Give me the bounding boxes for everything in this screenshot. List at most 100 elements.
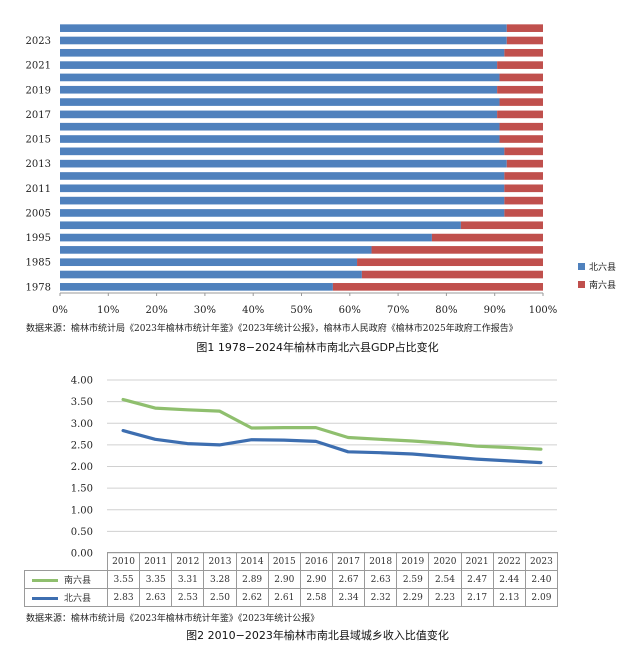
table-year-header: 2015 (267, 552, 301, 571)
bar-north-12 (60, 135, 500, 143)
table-value-cell: 2.29 (396, 588, 430, 607)
y-tick-label: 2017 (26, 110, 51, 121)
chart2-source: 数据来源：榆林市统计局《2023年榆林市统计年鉴》《2023年统计公报》 (26, 614, 320, 624)
y-tick-label: 1.00 (71, 505, 93, 516)
x-tick-label: 0% (52, 305, 68, 316)
x-tick-label: 70% (387, 305, 409, 316)
bar-north-6 (60, 209, 505, 217)
table-value-cell: 2.44 (492, 570, 526, 589)
bar-north-11 (60, 147, 505, 156)
bar-north-21 (60, 24, 507, 32)
table-year-header: 2022 (492, 552, 526, 571)
bar-north-2 (60, 258, 358, 267)
legend-north-swatch (578, 263, 585, 270)
bar-north-7 (60, 196, 505, 205)
y-tick-label: 2023 (26, 36, 51, 47)
y-tick-label: 1.50 (71, 484, 93, 495)
table-header-row: 2010 2011 2012 2013 2014 2015 2016 2017 2018 2019… (24, 552, 558, 571)
table-corner-cell (24, 552, 108, 571)
bar-north-9 (60, 172, 505, 180)
bar-south-8 (504, 184, 543, 193)
chart1-caption: 图1 1978−2024年榆林市南北六县GDP占比变化 (196, 341, 439, 354)
legend-north-cell: 北六县 (24, 588, 108, 607)
gdp-share-bar-chart: 1978 1985 1995 2005 2011 2013 2015 2017 2019 2021… (26, 24, 616, 316)
y-tick-label: 1995 (26, 233, 51, 244)
bar-south-7 (504, 196, 543, 205)
bar-south-2 (357, 258, 543, 267)
y-tick-label: 4.00 (71, 376, 93, 387)
table-year-header: 2020 (428, 552, 462, 571)
table-value-cell: 2.61 (267, 588, 301, 607)
bar-south-11 (504, 147, 543, 156)
y-tick-label: 2021 (26, 61, 51, 72)
x-tick-label: 90% (484, 305, 506, 316)
bar-south-20 (506, 36, 543, 45)
y-tick-label: 1985 (26, 258, 51, 269)
legend-north-label: 北六县 (589, 261, 616, 273)
table-value-cell: 2.47 (460, 570, 494, 589)
income-ratio-line-chart: 4.003.503.002.502.001.501.000.500.00 (71, 376, 557, 560)
legend-south-label: 南六县 (64, 576, 92, 586)
table-year-header: 2012 (171, 552, 205, 571)
chart1-source: 数据来源：榆林市统计局《2023年榆林市统计年鉴》《2023年统计公报》，榆林市… (26, 324, 518, 334)
table-value-cell: 2.53 (171, 588, 205, 607)
y-tick-label: 2019 (26, 85, 51, 96)
table-value-cell: 3.28 (203, 570, 237, 589)
x-tick-label: 20% (145, 305, 167, 316)
table-year-header: 2017 (331, 552, 366, 571)
y-tick-label: 2013 (26, 159, 51, 170)
bar-north-16 (60, 85, 498, 94)
table-value-cell: 3.31 (171, 570, 205, 589)
bar-north-18 (60, 61, 498, 69)
series-south-line (121, 397, 543, 451)
table-value-cell: 2.89 (235, 570, 269, 589)
series-north-line (121, 428, 543, 465)
table-value-cell: 2.40 (524, 570, 558, 589)
legend-south-swatch (578, 281, 585, 288)
legend-north-label: 北六县 (64, 594, 92, 604)
table-row: 北六县 2.83 2.63 2.53 2.50 2.62 2.61 2.58 2.34 2.32 2… (24, 588, 558, 607)
table-value-cell: 2.62 (235, 588, 269, 607)
table-value-cell: 2.90 (299, 570, 333, 589)
bar-south-15 (499, 98, 543, 106)
bar-north-5 (60, 221, 461, 230)
bar-south-5 (460, 221, 543, 230)
bar-north-19 (60, 48, 505, 57)
bar-north-1 (60, 270, 362, 279)
table-year-header: 2023 (524, 552, 558, 571)
table-year-header: 2011 (139, 552, 173, 571)
table-value-cell: 2.67 (331, 570, 366, 589)
table-year-header: 2016 (299, 552, 333, 571)
bar-north-3 (60, 246, 372, 254)
y-tick-label: 0.50 (71, 527, 93, 538)
bar-south-1 (361, 270, 543, 279)
table-value-cell: 2.34 (331, 588, 366, 607)
table-value-cell: 2.32 (364, 588, 398, 607)
table-value-cell: 2.50 (203, 588, 237, 607)
bar-south-3 (371, 246, 543, 254)
bar-south-16 (497, 85, 543, 94)
table-year-header: 2019 (396, 552, 430, 571)
x-tick-label: 60% (339, 305, 361, 316)
bar-north-14 (60, 110, 498, 119)
bar-south-13 (499, 122, 543, 131)
legend-south-swatch (32, 579, 58, 582)
chart2-caption: 图2 2010−2023年榆林市南北县域城乡收入比值变化 (186, 629, 449, 642)
legend-south-cell: 南六县 (24, 570, 108, 589)
y-tick-label: 3.50 (71, 397, 93, 408)
income-ratio-data-table: 2010 2011 2012 2013 2014 2015 2016 2017 2018 2019… (24, 552, 558, 607)
bar-south-6 (504, 209, 543, 217)
table-value-cell: 2.90 (267, 570, 301, 589)
table-value-cell: 2.09 (524, 588, 558, 607)
bar-north-17 (60, 73, 500, 82)
bar-south-0 (332, 283, 543, 291)
y-tick-label: 3.00 (71, 419, 93, 430)
table-value-cell: 2.63 (139, 588, 173, 607)
bar-south-12 (499, 135, 543, 143)
x-tick-label: 80% (435, 305, 457, 316)
bar-south-19 (504, 48, 543, 57)
legend-north-swatch (32, 597, 58, 600)
bar-north-20 (60, 36, 507, 45)
table-year-header: 2010 (106, 552, 141, 571)
table-value-cell: 3.35 (139, 570, 173, 589)
